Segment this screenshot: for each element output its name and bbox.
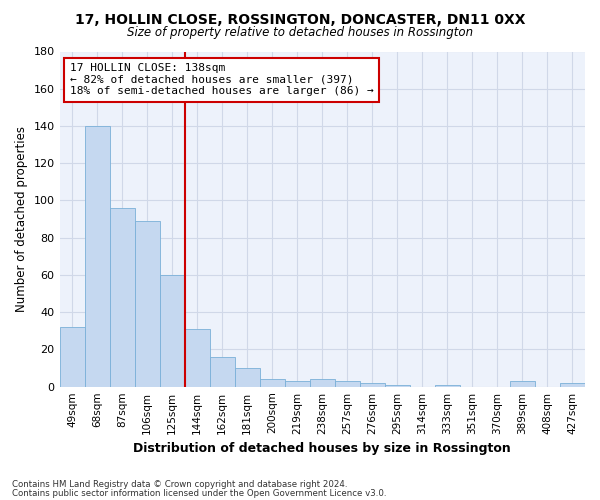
Bar <box>560 383 585 386</box>
Bar <box>85 126 110 386</box>
Text: Contains public sector information licensed under the Open Government Licence v3: Contains public sector information licen… <box>12 489 386 498</box>
Bar <box>360 383 385 386</box>
Bar <box>235 368 260 386</box>
Text: 17, HOLLIN CLOSE, ROSSINGTON, DONCASTER, DN11 0XX: 17, HOLLIN CLOSE, ROSSINGTON, DONCASTER,… <box>75 12 525 26</box>
Text: Contains HM Land Registry data © Crown copyright and database right 2024.: Contains HM Land Registry data © Crown c… <box>12 480 347 489</box>
Bar <box>510 381 535 386</box>
Text: Size of property relative to detached houses in Rossington: Size of property relative to detached ho… <box>127 26 473 39</box>
Bar <box>435 385 460 386</box>
Bar <box>110 208 134 386</box>
Bar <box>385 385 410 386</box>
Bar <box>160 275 185 386</box>
Bar <box>209 357 235 386</box>
Y-axis label: Number of detached properties: Number of detached properties <box>15 126 28 312</box>
Bar <box>260 379 285 386</box>
Text: 17 HOLLIN CLOSE: 138sqm
← 82% of detached houses are smaller (397)
18% of semi-d: 17 HOLLIN CLOSE: 138sqm ← 82% of detache… <box>70 63 374 96</box>
Bar <box>59 327 85 386</box>
X-axis label: Distribution of detached houses by size in Rossington: Distribution of detached houses by size … <box>133 442 511 455</box>
Bar <box>335 381 360 386</box>
Bar <box>134 221 160 386</box>
Bar <box>185 329 209 386</box>
Bar <box>285 381 310 386</box>
Bar <box>310 379 335 386</box>
